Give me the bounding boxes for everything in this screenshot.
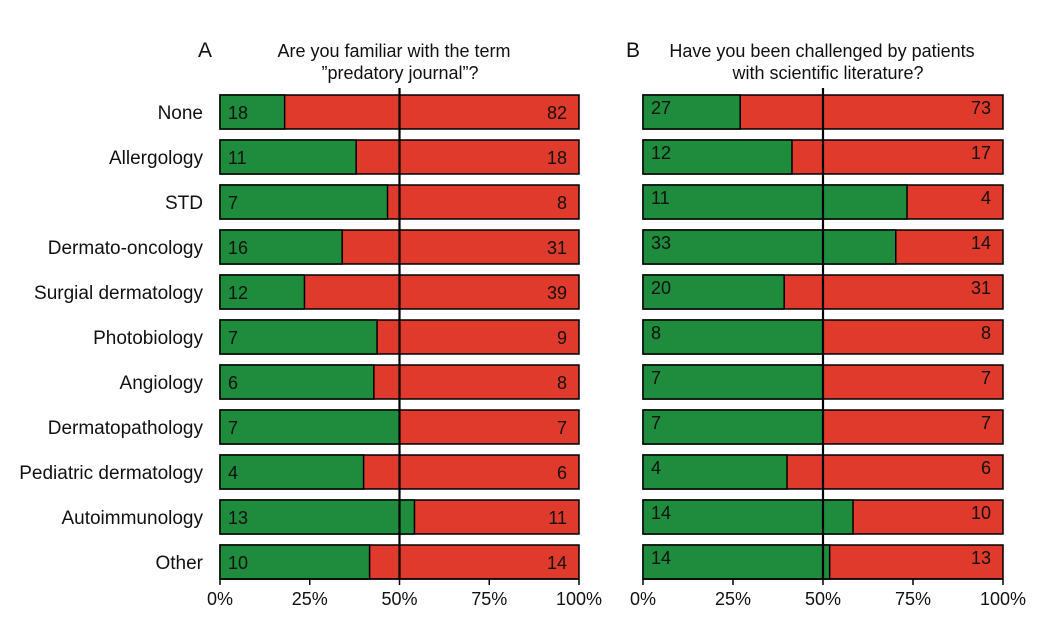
- bar-value-green: 7: [651, 368, 661, 388]
- bar-value-red: 73: [971, 98, 991, 118]
- bar-green: [219, 184, 389, 220]
- bar-green: [642, 274, 785, 310]
- bar-value-green: 14: [651, 548, 671, 568]
- bar-green: [219, 94, 286, 130]
- bar-value-green: 7: [228, 418, 238, 438]
- category-label: Surgial dermatology: [34, 283, 203, 304]
- bar-value-red: 4: [981, 188, 991, 208]
- bar-value-green: 7: [651, 413, 661, 433]
- bar-value-red: 6: [981, 458, 991, 478]
- bar-value-green: 7: [228, 193, 238, 213]
- category-label: Other: [155, 553, 203, 574]
- bar-value-green: 18: [228, 103, 248, 123]
- bar-value-red: 6: [557, 463, 567, 483]
- bar-value-green: 16: [228, 238, 248, 258]
- bar-value-green: 6: [228, 373, 238, 393]
- bar-value-green: 12: [228, 283, 248, 303]
- x-tick-label: 100%: [980, 589, 1026, 609]
- x-tick-label: 100%: [556, 589, 602, 609]
- panel-b: B Have you been challenged by patientswit…: [626, 39, 1026, 609]
- bar-green: [219, 274, 306, 310]
- panel-title-line: with scientific literature?: [731, 63, 923, 83]
- bar-value-green: 11: [651, 188, 670, 208]
- bar-value-red: 11: [548, 508, 567, 528]
- bar-value-green: 8: [651, 323, 661, 343]
- bar-value-red: 7: [557, 418, 567, 438]
- category-label: Dermato-oncology: [48, 238, 204, 259]
- bar-value-green: 4: [651, 458, 661, 478]
- bar-value-red: 14: [971, 233, 991, 253]
- bar-value-red: 9: [557, 328, 567, 348]
- bar-value-green: 4: [228, 463, 238, 483]
- panel-a: A Are you familiar with the term”predator…: [19, 39, 602, 609]
- bar-green: [642, 94, 741, 130]
- bar-value-red: 14: [547, 553, 567, 573]
- bar-green: [642, 454, 788, 490]
- x-tick-label: 0%: [630, 589, 656, 609]
- category-label: Photobiology: [93, 328, 203, 349]
- bar-value-green: 10: [228, 553, 248, 573]
- panel-title-line: Have you been challenged by patients: [669, 41, 974, 61]
- bar-value-red: 8: [981, 323, 991, 343]
- bar-value-red: 82: [547, 103, 567, 123]
- bar-green: [642, 499, 854, 535]
- category-label: STD: [165, 193, 203, 214]
- bar-green: [642, 409, 824, 445]
- category-label: Dermatopathology: [48, 418, 204, 439]
- bar-value-green: 14: [651, 503, 671, 523]
- bar-value-red: 13: [971, 548, 991, 568]
- bar-green: [219, 454, 365, 490]
- bar-green: [219, 364, 375, 400]
- bar-value-red: 17: [971, 143, 991, 163]
- x-tick-label: 50%: [805, 589, 841, 609]
- bar-value-green: 7: [228, 328, 238, 348]
- bar-value-green: 27: [651, 98, 671, 118]
- x-tick-label: 50%: [381, 589, 417, 609]
- bar-green: [642, 139, 793, 175]
- bar-green: [219, 229, 343, 265]
- bar-green: [642, 319, 824, 355]
- category-label: Allergology: [109, 148, 203, 169]
- x-tick-label: 25%: [292, 589, 328, 609]
- panel-letter: B: [626, 39, 640, 62]
- bar-value-red: 8: [557, 193, 567, 213]
- bar-value-red: 39: [547, 283, 567, 303]
- category-label: Pediatric dermatology: [19, 463, 203, 484]
- panel-title-line: ”predatory journal”?: [321, 63, 478, 83]
- x-tick-label: 75%: [471, 589, 507, 609]
- bar-value-red: 18: [547, 148, 567, 168]
- bar-green: [642, 544, 831, 580]
- bar-value-green: 33: [651, 233, 671, 253]
- category-label: None: [158, 103, 203, 124]
- category-label: Angiology: [120, 373, 204, 394]
- bar-green: [642, 364, 824, 400]
- bar-value-green: 20: [651, 278, 671, 298]
- bar-green: [642, 229, 897, 265]
- bar-value-red: 7: [981, 413, 991, 433]
- panel-letter: A: [198, 39, 212, 62]
- bar-green: [219, 139, 357, 175]
- bar-value-red: 8: [557, 373, 567, 393]
- x-tick-label: 75%: [895, 589, 931, 609]
- bar-value-green: 12: [651, 143, 671, 163]
- bar-green: [219, 409, 401, 445]
- bar-value-red: 31: [971, 278, 991, 298]
- bar-green: [219, 319, 378, 355]
- bar-green: [219, 544, 371, 580]
- category-label: Autoimmunology: [61, 508, 203, 529]
- bar-value-green: 13: [228, 508, 248, 528]
- bar-value-green: 11: [228, 148, 247, 168]
- x-tick-label: 25%: [715, 589, 751, 609]
- bar-green: [219, 499, 416, 535]
- bar-green: [642, 184, 908, 220]
- bar-value-red: 7: [981, 368, 991, 388]
- panel-title-line: Are you familiar with the term: [277, 41, 510, 61]
- x-tick-label: 0%: [207, 589, 233, 609]
- bar-value-red: 10: [971, 503, 991, 523]
- bar-value-red: 31: [547, 238, 567, 258]
